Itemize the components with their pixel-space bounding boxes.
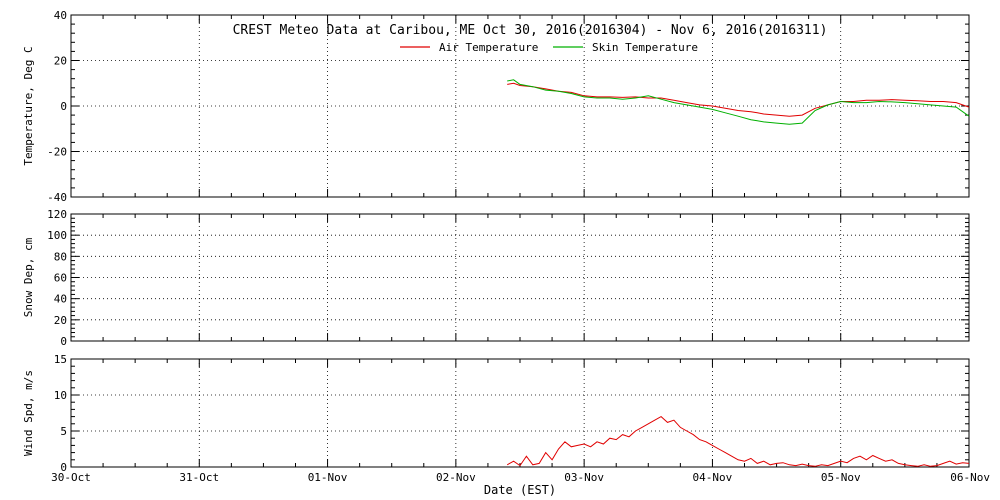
x-tick-label: 04-Nov: [693, 471, 733, 484]
y-axis-label: Snow Dep, cm: [22, 237, 35, 317]
legend-label: Skin Temperature: [592, 41, 698, 54]
series-line-air-temperature: [507, 82, 970, 117]
x-tick-label: 01-Nov: [308, 471, 348, 484]
x-tick-label: 05-Nov: [821, 471, 861, 484]
x-tick-label: 03-Nov: [564, 471, 604, 484]
y-tick-label: 0: [60, 461, 67, 474]
y-tick-label: -40: [47, 191, 67, 204]
panel-3: 0 5 10 15 Wind Spd, m/s: [22, 353, 970, 474]
y-axis-label: Wind Spd, m/s: [22, 370, 35, 456]
y-tick-label: 80: [54, 250, 67, 263]
x-tick-label: 30-Oct: [51, 471, 91, 484]
y-tick-label: 120: [47, 208, 67, 221]
y-tick-label: 40: [54, 293, 67, 306]
panel-1: -40 -20 0 20 40 Temperature, Deg C Air Tempera…: [22, 9, 970, 204]
chart-title: CREST Meteo Data at Caribou, ME Oct 30, …: [233, 23, 828, 38]
y-tick-label: 0: [60, 335, 67, 348]
series-line-skin-temperature: [507, 79, 970, 125]
y-tick-label: 5: [60, 425, 67, 438]
y-tick-label: 20: [54, 55, 67, 68]
y-tick-label: 10: [54, 389, 67, 402]
y-axis-label: Temperature, Deg C: [22, 46, 35, 165]
y-tick-label: 0: [60, 100, 67, 113]
x-tick-label: 31-Oct: [179, 471, 219, 484]
y-tick-label: 40: [54, 9, 67, 22]
plot-frame: [70, 14, 970, 198]
plot-frame: [70, 358, 970, 468]
y-tick-label: 20: [54, 314, 67, 327]
panel-2: 0 20 40 60 80 100 120 Snow Dep, cm: [22, 208, 970, 348]
y-tick-label: 60: [54, 272, 67, 285]
y-tick-label: 15: [54, 353, 67, 366]
x-tick-label: 02-Nov: [436, 471, 476, 484]
plot-frame: [70, 213, 970, 342]
y-tick-label: -20: [47, 146, 67, 159]
x-axis-label: Date (EST): [484, 483, 556, 497]
legend-label: Air Temperature: [439, 41, 538, 54]
y-tick-label: 100: [47, 229, 67, 242]
x-tick-label: 06-Nov: [950, 471, 990, 484]
legend: Air Temperature Skin Temperature: [400, 41, 698, 54]
series-line-wind-speed: [506, 415, 970, 467]
